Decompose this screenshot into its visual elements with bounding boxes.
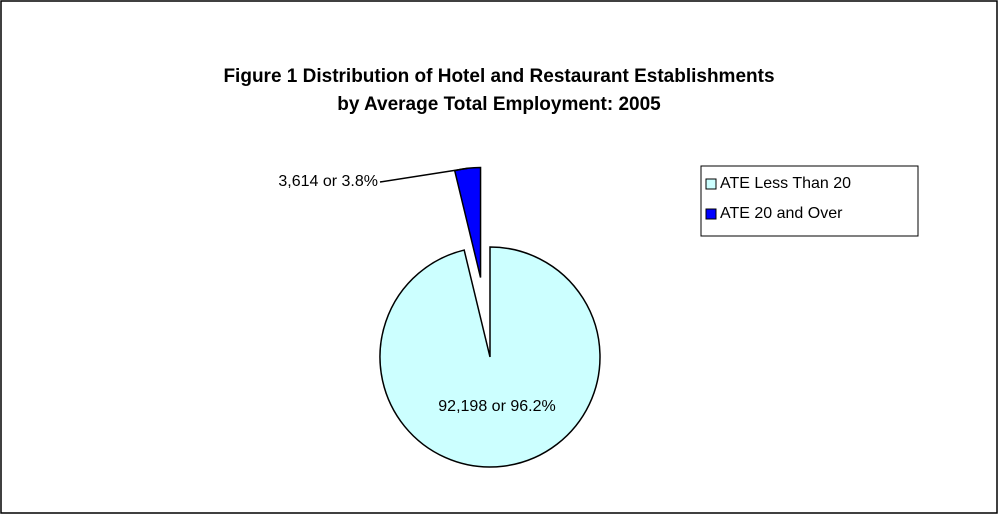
pie-slice: [379, 246, 601, 468]
legend-label: ATE 20 and Over: [720, 205, 843, 222]
chart-title: by Average Total Employment: 2005: [337, 94, 661, 115]
data-label: 3,614 or 3.8%: [278, 173, 378, 190]
leader-line: [379, 167, 468, 183]
data-label: 92,198 or 96.2%: [438, 398, 555, 415]
legend-swatch: [705, 208, 717, 220]
legend-label: ATE Less Than 20: [720, 175, 851, 192]
legend-swatch: [705, 178, 717, 190]
legend-box: [700, 165, 919, 237]
chart-title: Figure 1 Distribution of Hotel and Resta…: [223, 66, 774, 87]
